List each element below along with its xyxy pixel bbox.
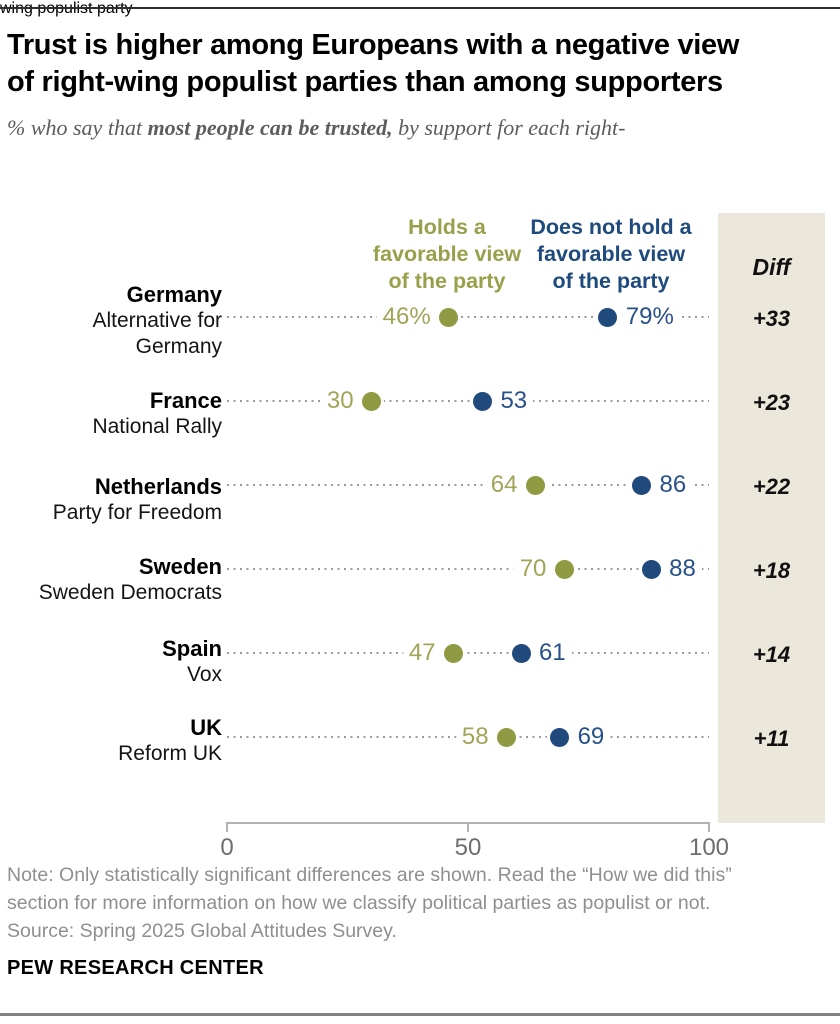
not-favorable-value-label: 69 xyxy=(571,723,611,751)
legend-favorable: Holds a favorable view of the party xyxy=(365,214,529,295)
row-leader-line xyxy=(227,484,709,486)
diff-value: +11 xyxy=(753,726,790,751)
not-favorable-dot xyxy=(511,643,531,663)
favorable-value-label: 58 xyxy=(455,723,495,751)
party-label: Vox xyxy=(186,663,222,686)
favorable-value-label: 30 xyxy=(320,387,360,415)
favorable-value-label: 46% xyxy=(376,303,437,331)
diff-value: +33 xyxy=(752,306,791,331)
favorable-dot xyxy=(444,643,464,663)
x-axis-tick-label: 0 xyxy=(220,834,234,861)
favorable-value-label: 64 xyxy=(484,471,524,499)
not-favorable-dot xyxy=(641,559,661,579)
favorable-dot xyxy=(497,727,517,747)
legend-not-favorable-line: favorable view xyxy=(536,242,686,266)
row-label: Netherlands Party for Freedom xyxy=(7,474,222,526)
footnote-line-2: section for more information on how we c… xyxy=(7,892,711,914)
favorable-dot xyxy=(362,391,382,411)
favorable-dot xyxy=(554,559,574,579)
not-favorable-value-label: 86 xyxy=(653,471,693,499)
x-axis-tick-mark xyxy=(467,822,469,832)
top-divider xyxy=(0,7,840,9)
not-favorable-value-label: 88 xyxy=(663,555,702,583)
diff-value: +23 xyxy=(752,390,791,415)
country-label: France xyxy=(149,388,222,413)
country-label: UK xyxy=(190,715,222,740)
country-label: Netherlands xyxy=(94,474,222,499)
party-label: Alternative for Germany xyxy=(92,309,222,358)
favorable-dot xyxy=(525,475,545,495)
x-axis-tick-mark xyxy=(226,822,228,832)
legend-not-favorable-line: Does not hold a xyxy=(530,215,692,239)
diff-value: +22 xyxy=(752,474,791,499)
not-favorable-dot xyxy=(472,391,492,411)
x-axis-tick-label: 50 xyxy=(454,834,482,861)
chart-subtitle: % who say that most people can be truste… xyxy=(7,113,827,142)
favorable-value-label: 47 xyxy=(402,639,442,667)
footnote-line-1: Note: Only statistically significant dif… xyxy=(7,864,732,886)
title-line-1: Trust is higher among Europeans with a n… xyxy=(7,29,740,61)
subtitle-emphasis: most people can be trusted, xyxy=(147,115,393,140)
favorable-value-label: 70 xyxy=(513,555,553,583)
party-label: National Rally xyxy=(92,415,222,438)
legend-favorable-line: of the party xyxy=(388,269,506,293)
row-label: Spain Vox xyxy=(7,636,222,688)
not-favorable-dot xyxy=(550,727,570,747)
not-favorable-value-label: 53 xyxy=(494,387,534,415)
page-title: Trust is higher among Europeans with a n… xyxy=(7,27,839,101)
favorable-dot xyxy=(439,307,459,327)
not-favorable-value-label: 79% xyxy=(619,303,680,331)
legend-favorable-line: Holds a xyxy=(408,215,486,239)
row-label: UK Reform UK xyxy=(7,715,222,767)
pew-research-center-wordmark: PEW RESEARCH CENTER xyxy=(7,957,264,979)
party-label: Sweden Democrats xyxy=(38,581,222,604)
country-label: Spain xyxy=(162,636,222,661)
row-leader-line xyxy=(227,652,709,654)
not-favorable-dot xyxy=(598,307,618,327)
legend-not-favorable: Does not hold a favorable view of the pa… xyxy=(518,214,704,295)
row-leader-line xyxy=(227,568,709,570)
row-label: Sweden Sweden Democrats xyxy=(7,554,222,606)
x-axis-tick-label: 100 xyxy=(688,834,730,861)
x-axis-tick-mark xyxy=(708,822,710,832)
row-leader-line xyxy=(227,400,709,402)
row-label: Germany Alternative for Germany xyxy=(7,282,222,360)
diff-value: +18 xyxy=(752,558,791,583)
diff-value: +14 xyxy=(752,642,791,667)
subtitle-prefix: % who say that xyxy=(7,115,148,140)
diff-column-background xyxy=(718,213,825,823)
diff-column-header: Diff xyxy=(752,254,791,280)
country-label: Sweden xyxy=(138,554,222,579)
not-favorable-value-label: 61 xyxy=(533,639,572,667)
subtitle-rest: by support for each right- xyxy=(392,115,626,140)
legend-favorable-line: favorable view xyxy=(372,242,522,266)
bottom-divider xyxy=(0,1013,840,1016)
party-label: Reform UK xyxy=(118,742,222,765)
footnote: Note: Only statistically significant dif… xyxy=(7,861,833,945)
row-label: France National Rally xyxy=(7,388,222,440)
source-line: Source: Spring 2025 Global Attitudes Sur… xyxy=(7,920,397,942)
title-line-2: of right-wing populist parties than amon… xyxy=(7,66,723,98)
row-leader-line xyxy=(227,316,709,318)
party-label: Party for Freedom xyxy=(52,501,222,524)
not-favorable-dot xyxy=(632,475,652,495)
legend-not-favorable-line: of the party xyxy=(552,269,670,293)
country-label: Germany xyxy=(126,282,222,307)
